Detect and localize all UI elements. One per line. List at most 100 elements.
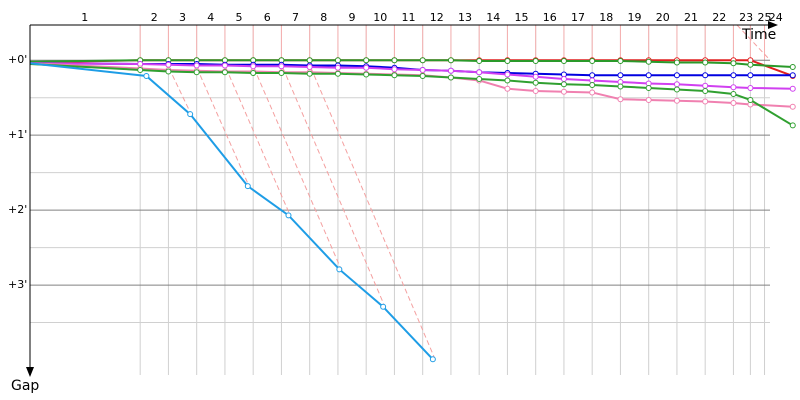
data-point: [447, 57, 454, 64]
y-tick-label: +3': [8, 278, 27, 291]
data-point: [419, 57, 426, 64]
guide-line: [282, 67, 386, 308]
x-tick-label: 7: [292, 11, 299, 24]
x-tick-label: 23: [739, 11, 753, 24]
data-point: [504, 85, 511, 92]
data-point: [363, 71, 370, 78]
data-point: [278, 69, 285, 76]
x-tick-label: 9: [349, 11, 356, 24]
data-point: [504, 57, 511, 64]
data-point: [645, 58, 652, 65]
data-point: [143, 72, 150, 79]
data-point: [617, 72, 624, 79]
data-point: [334, 57, 341, 64]
data-point: [747, 72, 754, 79]
data-point: [165, 68, 172, 75]
data-point: [250, 69, 257, 76]
x-tick-label: 5: [236, 11, 243, 24]
data-point: [380, 303, 387, 310]
data-point: [730, 99, 737, 106]
series-line: [29, 62, 434, 360]
data-point: [702, 82, 709, 89]
data-point: [560, 75, 567, 82]
x-tick-label: 25: [758, 11, 772, 24]
guide-line: [225, 67, 291, 216]
y-tick-label: +1': [8, 128, 27, 141]
data-point: [193, 62, 200, 69]
data-point: [747, 61, 754, 68]
guide-line: [168, 67, 192, 115]
x-tick-label: 16: [543, 11, 557, 24]
x-tick-label: 19: [628, 11, 642, 24]
data-point: [560, 81, 567, 88]
y-axis-label: Gap: [11, 378, 39, 394]
x-tick-label: 1: [81, 11, 88, 24]
data-point: [747, 84, 754, 91]
data-point: [645, 72, 652, 79]
data-point: [221, 62, 228, 69]
data-point: [702, 98, 709, 105]
data-point: [560, 57, 567, 64]
data-point: [165, 61, 172, 68]
data-point: [336, 266, 343, 273]
guide-line: [310, 67, 436, 360]
data-point: [476, 57, 483, 64]
data-point: [137, 66, 144, 73]
data-point: [429, 356, 436, 363]
x-tick-label: 22: [712, 11, 726, 24]
data-point: [789, 103, 796, 110]
data-point: [306, 57, 313, 64]
data-point: [673, 59, 680, 66]
data-point: [250, 63, 257, 70]
data-point: [730, 72, 737, 79]
x-tick-label: 12: [430, 11, 444, 24]
x-tick-label: 11: [402, 11, 416, 24]
data-point: [363, 64, 370, 71]
data-point: [532, 57, 539, 64]
x-tick-label: 14: [486, 11, 500, 24]
x-tick-label: 3: [179, 11, 186, 24]
data-point: [532, 87, 539, 94]
data-point: [334, 70, 341, 77]
x-tick-label: 17: [571, 11, 585, 24]
data-point: [419, 66, 426, 73]
data-point: [702, 87, 709, 94]
data-point: [391, 57, 398, 64]
data-point: [391, 66, 398, 73]
x-tick-label: 20: [656, 11, 670, 24]
guide-line: [196, 67, 250, 187]
data-point: [363, 57, 370, 64]
x-axis-label: Time: [741, 27, 776, 43]
x-tick-label: 6: [264, 11, 271, 24]
data-point: [504, 71, 511, 78]
data-point: [419, 72, 426, 79]
data-point: [702, 59, 709, 66]
lapping-guides: [168, 24, 771, 360]
data-point: [747, 96, 754, 103]
data-point: [589, 81, 596, 88]
data-point: [789, 63, 796, 70]
data-point: [532, 73, 539, 80]
data-point: [476, 75, 483, 82]
x-tick-label: 2: [151, 11, 158, 24]
x-tick-label: 21: [684, 11, 698, 24]
data-point: [221, 69, 228, 76]
data-point: [702, 72, 709, 79]
data-point: [730, 60, 737, 67]
data-point: [789, 72, 796, 79]
data-point: [193, 69, 200, 76]
data-point: [285, 212, 292, 219]
data-point: [244, 183, 251, 190]
data-point: [673, 86, 680, 93]
x-axis-arrow: [768, 21, 778, 29]
data-point: [306, 63, 313, 70]
data-point: [391, 72, 398, 79]
y-axis-arrow: [26, 367, 34, 377]
data-point: [730, 84, 737, 91]
data-point: [334, 64, 341, 71]
guide-line: [253, 67, 342, 270]
y-tick-label: +2': [8, 203, 27, 216]
data-point: [645, 84, 652, 91]
x-tick-label: 10: [373, 11, 387, 24]
